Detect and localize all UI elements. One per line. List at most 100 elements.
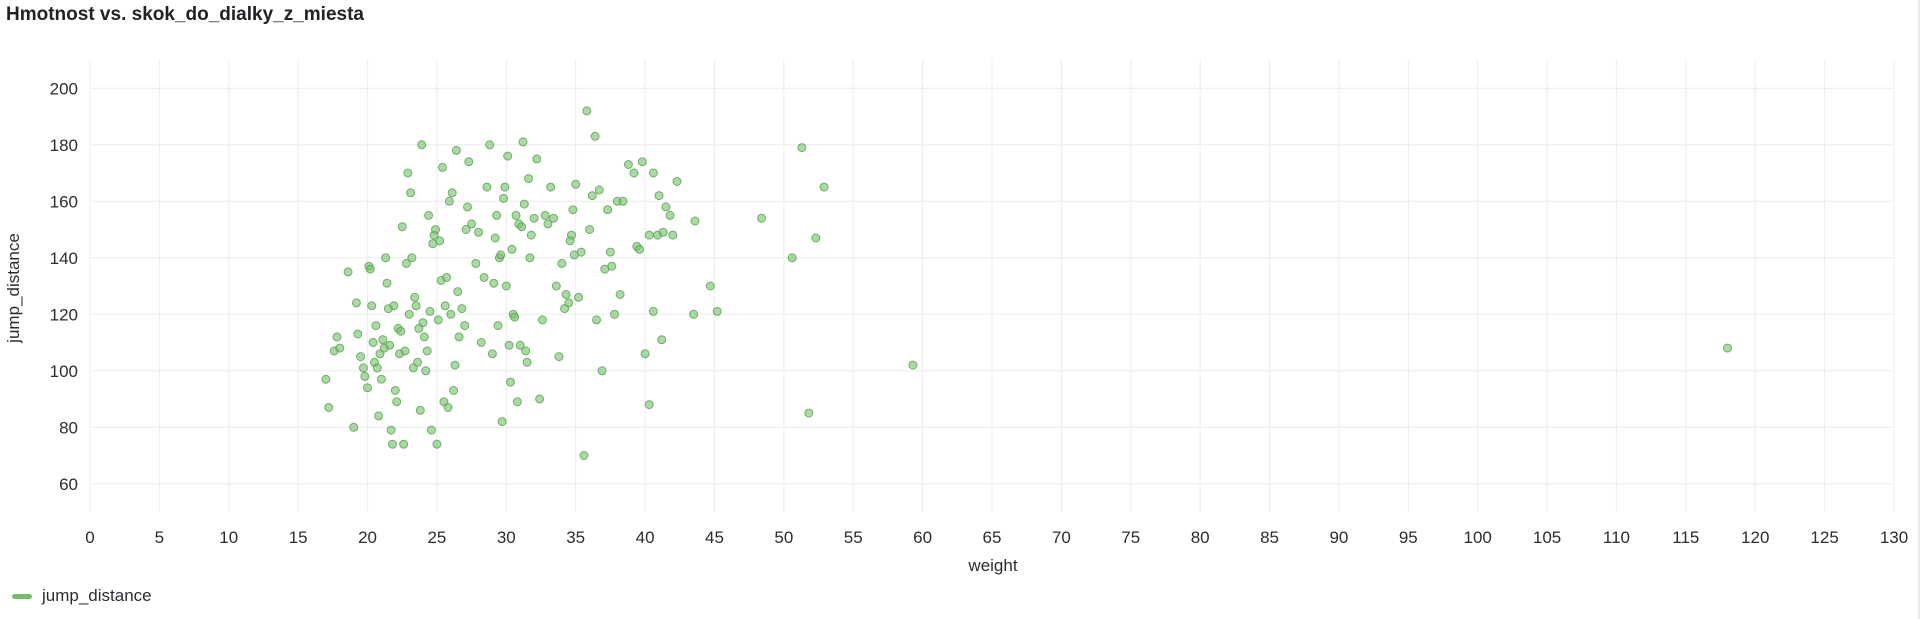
data-point[interactable] bbox=[367, 301, 377, 311]
data-point[interactable] bbox=[421, 366, 431, 376]
legend-label[interactable]: jump_distance bbox=[42, 586, 152, 605]
data-point[interactable] bbox=[457, 304, 467, 314]
data-point[interactable] bbox=[464, 157, 474, 167]
data-point[interactable] bbox=[705, 281, 715, 291]
data-point[interactable] bbox=[496, 250, 506, 260]
data-point[interactable] bbox=[424, 210, 434, 220]
data-point[interactable] bbox=[415, 405, 425, 415]
data-point[interactable] bbox=[507, 244, 517, 254]
data-point[interactable] bbox=[442, 273, 452, 282]
data-point[interactable] bbox=[540, 210, 550, 220]
data-point[interactable] bbox=[476, 338, 486, 347]
data-point[interactable] bbox=[1723, 343, 1732, 353]
data-point[interactable] bbox=[640, 349, 650, 359]
data-point[interactable] bbox=[485, 140, 495, 150]
data-point[interactable] bbox=[454, 332, 464, 342]
data-point[interactable] bbox=[554, 352, 564, 362]
data-point[interactable] bbox=[615, 290, 625, 299]
data-point[interactable] bbox=[418, 318, 428, 328]
data-point[interactable] bbox=[358, 363, 368, 373]
data-point[interactable] bbox=[506, 377, 515, 387]
data-point[interactable] bbox=[657, 335, 667, 345]
data-point[interactable] bbox=[537, 315, 547, 325]
data-point[interactable] bbox=[413, 357, 422, 367]
data-point[interactable] bbox=[587, 191, 597, 201]
data-point[interactable] bbox=[447, 188, 457, 198]
data-point[interactable] bbox=[401, 258, 411, 268]
data-point[interactable] bbox=[410, 292, 420, 302]
data-point[interactable] bbox=[397, 222, 407, 232]
data-point[interactable] bbox=[400, 346, 410, 356]
data-point[interactable] bbox=[811, 233, 821, 243]
data-point[interactable] bbox=[526, 230, 536, 240]
data-point[interactable] bbox=[512, 397, 522, 407]
data-point[interactable] bbox=[407, 253, 417, 263]
data-point[interactable] bbox=[390, 386, 400, 395]
data-point[interactable] bbox=[335, 343, 345, 353]
data-point[interactable] bbox=[549, 213, 558, 223]
data-point[interactable] bbox=[582, 106, 592, 116]
data-point[interactable] bbox=[371, 321, 381, 331]
data-point[interactable] bbox=[450, 360, 460, 370]
data-point[interactable] bbox=[443, 403, 453, 412]
data-point[interactable] bbox=[403, 168, 413, 178]
data-point[interactable] bbox=[404, 309, 414, 319]
data-point[interactable] bbox=[321, 374, 331, 384]
data-point[interactable] bbox=[440, 301, 450, 311]
data-point[interactable] bbox=[460, 321, 470, 331]
data-point[interactable] bbox=[376, 374, 386, 384]
data-point[interactable] bbox=[551, 281, 561, 291]
data-point[interactable] bbox=[419, 332, 429, 342]
data-point[interactable] bbox=[712, 306, 722, 316]
data-point[interactable] bbox=[433, 315, 443, 325]
data-point[interactable] bbox=[474, 227, 484, 237]
scatter-plot[interactable]: 0 5 10 15 20 25 30 35 40 45 50 55 60 65 70 75 80 85 90 95 10… bbox=[0, 0, 1920, 580]
data-point[interactable] bbox=[374, 411, 384, 421]
data-point[interactable] bbox=[571, 179, 581, 189]
data-points[interactable] bbox=[321, 106, 1732, 460]
data-point[interactable] bbox=[351, 298, 361, 308]
data-point[interactable] bbox=[668, 230, 678, 240]
data-point[interactable] bbox=[343, 267, 353, 277]
data-point[interactable] bbox=[644, 230, 654, 240]
data-point[interactable] bbox=[648, 306, 658, 316]
data-point[interactable] bbox=[382, 278, 392, 288]
data-point[interactable] bbox=[522, 357, 532, 367]
data-point[interactable] bbox=[372, 363, 382, 373]
data-point[interactable] bbox=[490, 233, 500, 243]
data-point[interactable] bbox=[487, 349, 497, 359]
data-point[interactable] bbox=[444, 196, 454, 206]
data-point[interactable] bbox=[386, 425, 396, 435]
data-point[interactable] bbox=[417, 140, 427, 150]
data-point[interactable] bbox=[471, 258, 481, 268]
data-point[interactable] bbox=[819, 182, 829, 192]
data-point[interactable] bbox=[561, 290, 571, 299]
data-point[interactable] bbox=[689, 309, 699, 319]
data-point[interactable] bbox=[511, 210, 521, 220]
data-point[interactable] bbox=[623, 160, 633, 169]
data-point[interactable] bbox=[564, 298, 574, 308]
data-point[interactable] bbox=[363, 383, 372, 393]
data-point[interactable] bbox=[610, 309, 619, 319]
data-point[interactable] bbox=[438, 162, 447, 172]
data-point[interactable] bbox=[504, 340, 514, 350]
data-point[interactable] bbox=[594, 185, 604, 195]
data-point[interactable] bbox=[908, 360, 918, 370]
data-point[interactable] bbox=[654, 191, 664, 201]
data-point[interactable] bbox=[503, 151, 513, 161]
data-point[interactable] bbox=[574, 292, 583, 302]
data-point[interactable] bbox=[497, 417, 507, 427]
data-point[interactable] bbox=[665, 210, 675, 220]
data-point[interactable] bbox=[592, 315, 601, 325]
data-point[interactable] bbox=[435, 236, 445, 246]
data-point[interactable] bbox=[500, 182, 510, 192]
data-point[interactable] bbox=[517, 222, 527, 232]
data-point[interactable] bbox=[463, 202, 472, 212]
data-point[interactable] bbox=[804, 408, 814, 418]
data-point[interactable] bbox=[797, 143, 807, 153]
data-point[interactable] bbox=[389, 301, 399, 311]
data-point[interactable] bbox=[378, 335, 388, 345]
data-point[interactable] bbox=[648, 168, 658, 178]
data-point[interactable] bbox=[525, 253, 535, 263]
data-point[interactable] bbox=[451, 145, 461, 155]
